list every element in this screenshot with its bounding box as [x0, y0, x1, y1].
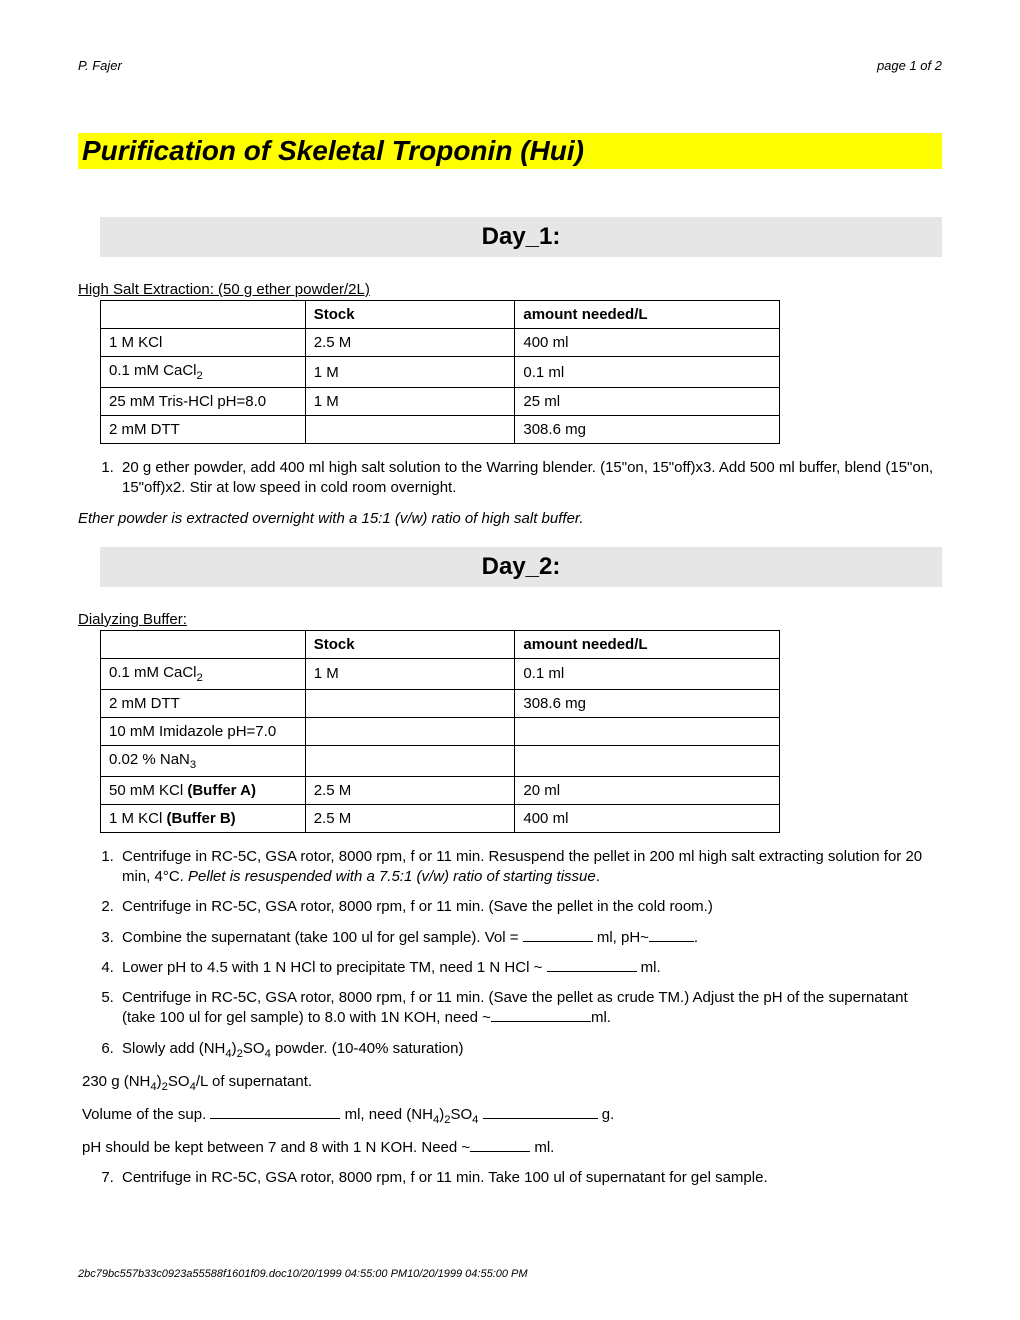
- col-amount: amount needed/L: [515, 630, 780, 658]
- list-item: Centrifuge in RC-5C, GSA rotor, 8000 rpm…: [118, 847, 942, 888]
- col-stock: Stock: [305, 630, 515, 658]
- day1-table: Stock amount needed/L 1 M KCl 2.5 M 400 …: [100, 300, 780, 444]
- table-row: 10 mM Imidazole pH=7.0: [101, 717, 780, 745]
- list-item: Centrifuge in RC-5C, GSA rotor, 8000 rpm…: [118, 988, 942, 1029]
- table-row: 25 mM Tris-HCl pH=8.0 1 M 25 ml: [101, 388, 780, 416]
- day2-steps: Centrifuge in RC-5C, GSA rotor, 8000 rpm…: [100, 847, 942, 1062]
- list-item: Centrifuge in RC-5C, GSA rotor, 8000 rpm…: [118, 897, 942, 917]
- author-label: P. Fajer: [78, 58, 122, 73]
- list-item: 20 g ether powder, add 400 ml high salt …: [118, 458, 942, 499]
- table-row: 1 M KCl 2.5 M 400 ml: [101, 329, 780, 357]
- document-title: Purification of Skeletal Troponin (Hui): [78, 133, 942, 169]
- table-row: 50 mM KCl (Buffer A) 2.5 M 20 ml: [101, 776, 780, 804]
- day2-note-c: pH should be kept between 7 and 8 with 1…: [82, 1138, 942, 1158]
- col-blank: [101, 630, 306, 658]
- page-number: page 1 of 2: [877, 58, 942, 73]
- col-stock: Stock: [305, 301, 515, 329]
- day2-table-label: Dialyzing Buffer:: [78, 611, 942, 628]
- table-header-row: Stock amount needed/L: [101, 630, 780, 658]
- day2-steps-cont: Centrifuge in RC-5C, GSA rotor, 8000 rpm…: [100, 1168, 942, 1188]
- day1-heading: Day_1:: [100, 217, 942, 257]
- list-item: Lower pH to 4.5 with 1 N HCl to precipit…: [118, 958, 942, 978]
- list-item: Centrifuge in RC-5C, GSA rotor, 8000 rpm…: [118, 1168, 942, 1188]
- table-row: 0.02 % NaN3: [101, 745, 780, 776]
- list-item: Slowly add (NH4)2SO4 powder. (10-40% sat…: [118, 1039, 942, 1062]
- col-blank: [101, 301, 306, 329]
- table-row: 0.1 mM CaCl2 1 M 0.1 ml: [101, 357, 780, 388]
- page-header: P. Fajer page 1 of 2: [78, 58, 942, 73]
- day2-heading: Day_2:: [100, 547, 942, 587]
- day2-note-b: Volume of the sup. ml, need (NH4)2SO4 g.: [82, 1105, 942, 1128]
- day1-steps: 20 g ether powder, add 400 ml high salt …: [100, 458, 942, 499]
- col-amount: amount needed/L: [515, 301, 780, 329]
- day2-table: Stock amount needed/L 0.1 mM CaCl2 1 M 0…: [100, 630, 780, 833]
- day1-note: Ether powder is extracted overnight with…: [78, 509, 942, 529]
- list-item: Combine the supernatant (take 100 ul for…: [118, 928, 942, 948]
- table-row: 2 mM DTT 308.6 mg: [101, 689, 780, 717]
- table-row: 2 mM DTT 308.6 mg: [101, 416, 780, 444]
- table-row: 0.1 mM CaCl2 1 M 0.1 ml: [101, 658, 780, 689]
- table-row: 1 M KCl (Buffer B) 2.5 M 400 ml: [101, 804, 780, 832]
- day1-table-label: High Salt Extraction: (50 g ether powder…: [78, 281, 942, 298]
- day2-note-a: 230 g (NH4)2SO4/L of supernatant.: [82, 1072, 942, 1095]
- page-footer: 2bc79bc557b33c0923a55588f1601f09.doc10/2…: [78, 1268, 528, 1280]
- table-header-row: Stock amount needed/L: [101, 301, 780, 329]
